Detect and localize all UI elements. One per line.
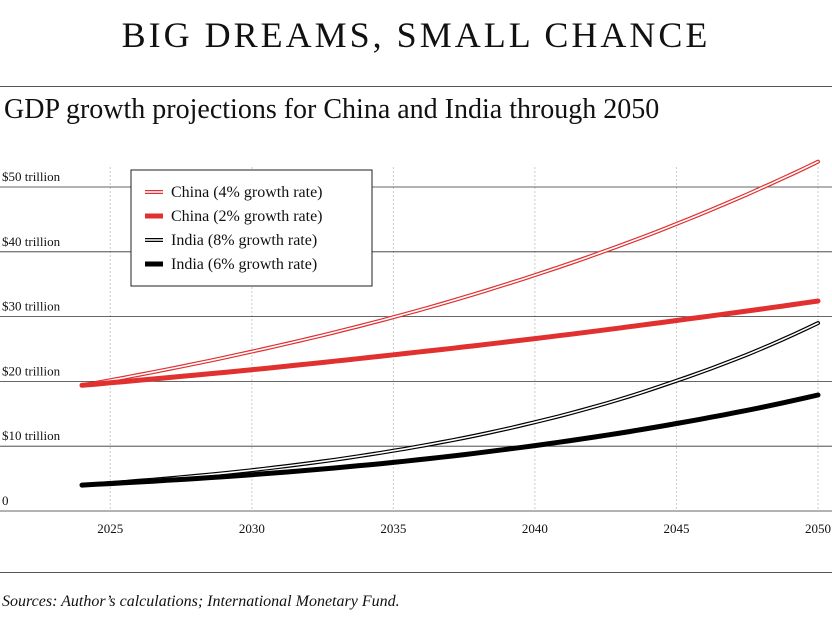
y-tick-label: $50 trillion <box>2 169 61 184</box>
x-tick-label: 2050 <box>805 521 831 536</box>
top-rule <box>0 86 832 87</box>
legend-label: China (4% growth rate) <box>171 184 323 201</box>
y-tick-label: $30 trillion <box>2 299 61 314</box>
y-tick-label: $20 trillion <box>2 363 61 378</box>
series-line-india-6-growth-rate <box>79 392 821 488</box>
bottom-rule <box>0 572 832 573</box>
legend-label: India (8% growth rate) <box>171 232 317 249</box>
x-tick-label: 2040 <box>522 521 548 536</box>
y-tick-label: $10 trillion <box>2 428 61 443</box>
gdp-line-chart: 0 $10 trillion $20 trillion $30 trillion $40… <box>0 159 832 536</box>
chart-title: GDP growth projections for China and Ind… <box>4 94 660 125</box>
x-tick-label: 2030 <box>239 521 265 536</box>
x-tick-label: 2035 <box>380 521 406 536</box>
y-tick-label: 0 <box>2 493 9 508</box>
x-tick-label: 2025 <box>97 521 123 536</box>
x-tick-label: 2045 <box>663 521 689 536</box>
y-tick-label: $40 trillion <box>2 234 61 249</box>
series-line-china-4-growth-rate-inner <box>81 160 819 387</box>
legend-label: India (6% growth rate) <box>171 256 317 273</box>
headline: BIG DREAMS, SMALL CHANCE <box>121 15 711 55</box>
series-line-india-8-growth-rate-inner <box>81 322 819 486</box>
legend-box <box>130 169 373 287</box>
series-line-china-2-growth-rate <box>79 298 821 388</box>
source-note: Sources: Author’s calculations; Internat… <box>2 593 400 610</box>
legend-label: China (2% growth rate) <box>171 208 323 225</box>
